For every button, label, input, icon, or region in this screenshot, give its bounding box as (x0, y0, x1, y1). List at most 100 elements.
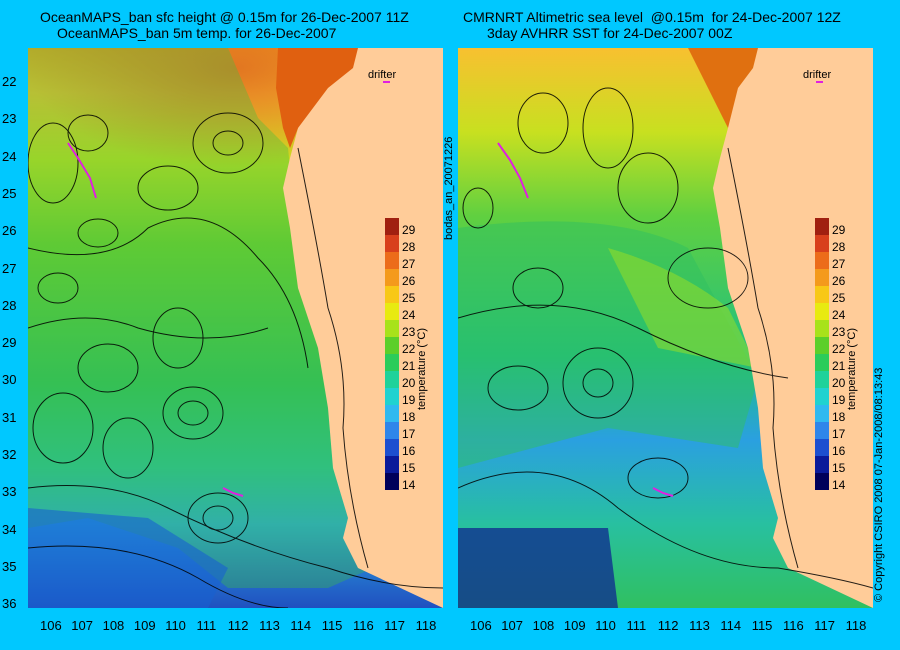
colorbar-tick: 22 (402, 341, 416, 356)
latitude-tick: 31 (2, 409, 17, 425)
longitude-tick: 113 (259, 618, 280, 633)
colorbar-tick: 22 (832, 341, 846, 356)
colorbar-right (815, 218, 829, 490)
longitude-tick: 112 (227, 618, 249, 633)
latitude-tick: 25 (2, 185, 17, 201)
colorbar-tick: 27 (832, 256, 846, 271)
colorbar-tick: 23 (402, 324, 416, 339)
colorbar-segment (815, 405, 829, 423)
colorbar-segment (385, 337, 399, 355)
colorbar-segment (385, 235, 399, 253)
longitude-tick: 117 (814, 618, 836, 633)
latitude-tick: 26 (2, 223, 17, 239)
longitude-tick: 112 (657, 618, 679, 633)
drifter-label-left: drifter (368, 69, 396, 81)
colorbar-tick: 15 (402, 460, 416, 475)
latitude-tick: 23 (2, 111, 17, 127)
colorbar-segment (815, 354, 829, 372)
colorbar-segment (385, 218, 399, 236)
latitude-tick: 22 (2, 74, 17, 89)
colorbar-segment (815, 269, 829, 287)
longitude-tick: 116 (353, 618, 374, 633)
colorbar-tick: 16 (402, 443, 416, 458)
longitude-tick: 111 (196, 618, 217, 633)
longitude-tick: 107 (71, 618, 93, 633)
colorbar-segment (385, 388, 399, 406)
colorbar-segment (385, 439, 399, 457)
latitude-tick: 24 (2, 148, 17, 164)
longitude-tick: 109 (563, 618, 586, 633)
colorbar-segment (815, 252, 829, 270)
longitude-tick: 113 (689, 618, 710, 633)
latitude-tick: 36 (2, 596, 17, 612)
colorbar-segment (815, 473, 829, 490)
colorbar-segment (385, 473, 399, 490)
drifter-label-right: drifter (803, 69, 831, 81)
left-title-line1: OceanMAPS_ban sfc height @ 0.15m for 26-… (40, 9, 409, 25)
longitude-tick: 114 (720, 618, 742, 633)
colorbar-tick: 19 (402, 392, 416, 407)
colorbar-tick: 29 (832, 222, 846, 237)
right-title-line1: CMRNRT Altimetric sea level @0.15m for 2… (463, 9, 841, 25)
left-sst-map: drifter (28, 48, 443, 608)
longitude-tick: 118 (845, 618, 867, 633)
colorbar-segment (385, 422, 399, 440)
longitude-tick: 110 (165, 618, 186, 633)
colorbar-segment (815, 371, 829, 389)
colorbar-tick: 28 (832, 239, 846, 254)
colorbar-tick: 21 (832, 358, 846, 373)
colorbar-tick: 18 (832, 409, 846, 424)
colorbar-tick: 24 (832, 307, 846, 322)
colorbar-segment (385, 269, 399, 287)
colorbar-tick: 20 (402, 375, 416, 390)
colorbar-segment (385, 286, 399, 304)
colorbar-tick: 26 (832, 273, 846, 288)
colorbar-segment (385, 354, 399, 372)
colorbar-tick: 17 (402, 426, 416, 441)
latitude-tick: 28 (2, 297, 17, 313)
colorbar-segment (815, 218, 829, 236)
colorbar-tick: 25 (832, 290, 846, 305)
latitude-tick: 30 (2, 372, 17, 388)
colorbar-segment (385, 456, 399, 474)
longitude-tick: 106 (40, 618, 62, 633)
longitude-tick: 116 (783, 618, 804, 633)
colorbar-segment (815, 286, 829, 304)
longitude-tick: 117 (384, 618, 406, 633)
colorbar-segment (385, 371, 399, 389)
colorbar-tick: 18 (402, 409, 416, 424)
colorbar-tick: 29 (402, 222, 416, 237)
longitude-tick: 108 (102, 618, 125, 633)
colorbar-segment (815, 337, 829, 355)
colorbar-tick: 23 (832, 324, 846, 339)
colorbar-right-label: temperature (°C) (846, 327, 858, 410)
latitude-tick: 32 (2, 447, 17, 462)
colorbar-segment (815, 439, 829, 457)
colorbar-tick: 15 (832, 460, 846, 475)
latitude-tick: 33 (2, 484, 17, 500)
colorbar-tick: 27 (402, 256, 416, 271)
colorbar-tick: 14 (832, 477, 846, 492)
australia-coast-left (278, 48, 443, 608)
longitude-tick: 114 (290, 618, 312, 633)
longitude-tick: 107 (501, 618, 523, 633)
colorbar-tick: 20 (832, 375, 846, 390)
longitude-tick: 108 (532, 618, 555, 633)
right-sst-map: drifter (458, 48, 873, 608)
colorbar-segment (815, 422, 829, 440)
copyright-label: © Copyright CSIRO 2008 07-Jan-2008/08:13… (873, 367, 885, 602)
right-title-line2: 3day AVHRR SST for 24-Dec-2007 00Z (487, 25, 733, 41)
colorbar-left-label: temperature (°C) (416, 327, 428, 410)
colorbar-tick: 19 (832, 392, 846, 407)
latitude-tick: 34 (2, 521, 17, 537)
colorbar-segment (385, 252, 399, 270)
run-id-label: bodas_an_20071226 (443, 136, 455, 240)
colorbar-tick: 21 (402, 358, 416, 373)
longitude-tick: 115 (321, 618, 343, 633)
colorbar-segment (385, 303, 399, 321)
longitude-tick: 115 (751, 618, 773, 633)
colorbar-segment (815, 388, 829, 406)
latitude-tick: 29 (2, 335, 17, 351)
latitude-tick: 27 (2, 260, 17, 276)
colorbar-tick: 14 (402, 477, 416, 492)
